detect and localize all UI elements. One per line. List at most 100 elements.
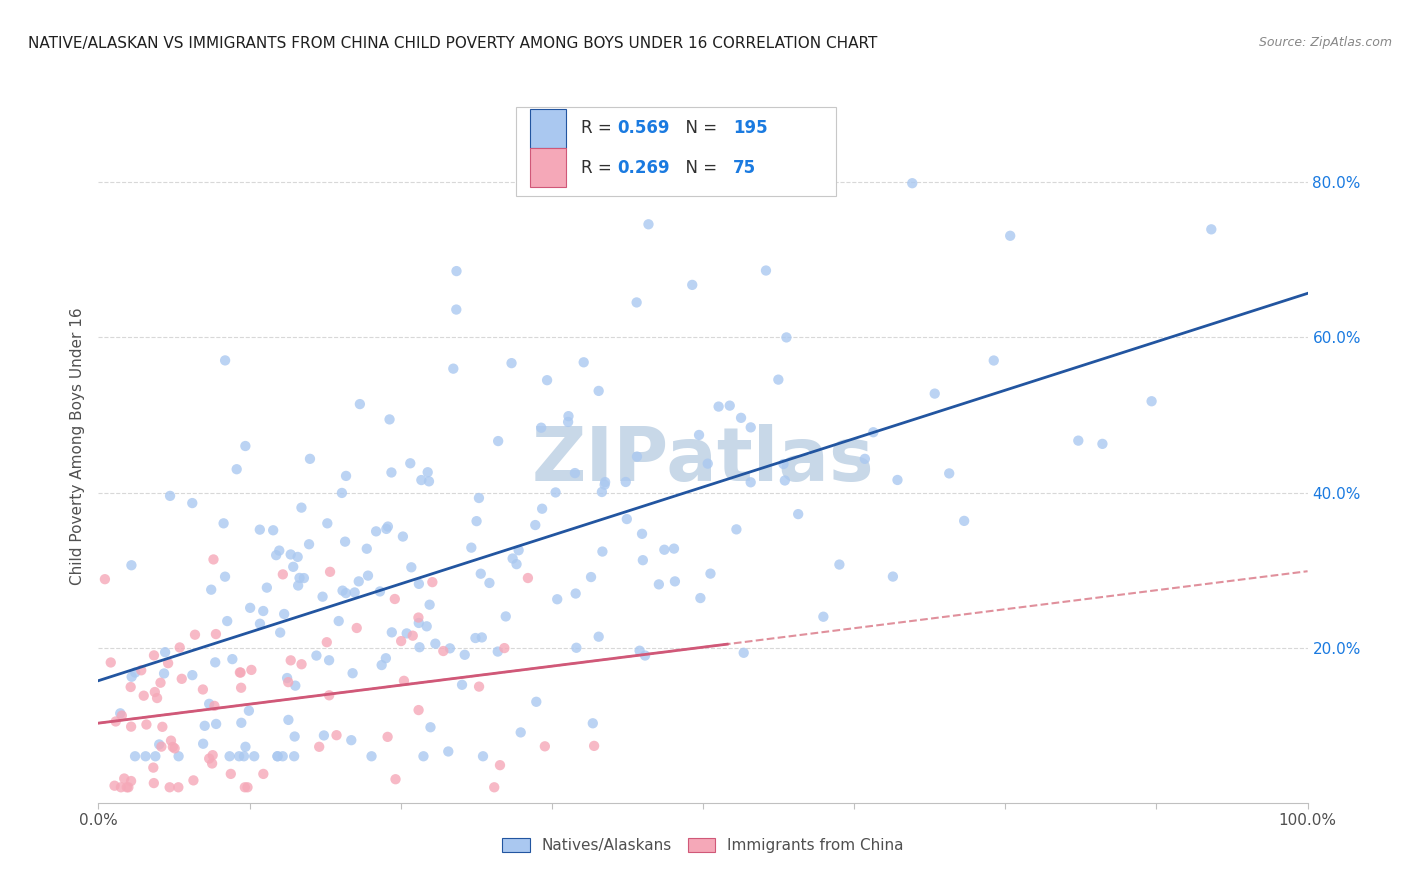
Point [229, 681, 252, 695]
Point [159, 489, 181, 503]
Point [501, 356, 523, 370]
Point [104, 714, 127, 729]
Text: R =: R = [581, 159, 617, 177]
Point [593, 477, 616, 491]
Point [112, 772, 135, 786]
Point [218, 749, 240, 764]
Point [412, 749, 434, 764]
Point [375, 522, 398, 536]
Point [249, 523, 271, 537]
FancyBboxPatch shape [516, 107, 837, 196]
Point [124, 665, 146, 680]
Point [460, 541, 482, 555]
Point [333, 534, 356, 549]
Point [315, 635, 337, 649]
Point [228, 749, 250, 764]
Point [277, 675, 299, 690]
Point [631, 553, 654, 567]
Point [1067, 434, 1090, 448]
Point [395, 626, 418, 640]
Point [143, 648, 166, 663]
Point [494, 641, 516, 656]
Point [110, 780, 132, 795]
Point [229, 665, 252, 680]
Point [681, 277, 703, 292]
Point [110, 706, 132, 721]
Point [143, 685, 166, 699]
Point [129, 663, 152, 677]
Point [454, 648, 477, 662]
Point [292, 571, 315, 585]
Point [163, 741, 186, 756]
Point [205, 717, 228, 731]
Point [775, 330, 797, 344]
Point [198, 697, 221, 711]
Point [167, 749, 190, 764]
Point [470, 566, 492, 581]
Point [229, 665, 252, 680]
Text: NATIVE/ALASKAN VS IMMIGRANTS FROM CHINA CHILD POVERTY AMONG BOYS UNDER 16 CORREL: NATIVE/ALASKAN VS IMMIGRANTS FROM CHINA … [28, 36, 877, 51]
Point [787, 507, 810, 521]
Point [422, 575, 444, 590]
Point [384, 592, 406, 607]
Point [408, 610, 430, 624]
Point [464, 631, 486, 645]
Point [318, 653, 340, 667]
Point [408, 577, 430, 591]
Point [236, 780, 259, 795]
Point [626, 450, 648, 464]
Point [153, 666, 176, 681]
Point [239, 600, 262, 615]
Point [583, 739, 606, 753]
Point [524, 695, 547, 709]
Point [755, 263, 778, 277]
Text: 195: 195 [734, 120, 768, 137]
Point [418, 475, 440, 489]
Point [389, 634, 412, 648]
Point [582, 716, 605, 731]
Text: N =: N = [675, 120, 723, 137]
Point [149, 675, 172, 690]
Point [201, 756, 224, 771]
Point [439, 641, 461, 656]
Point [707, 400, 730, 414]
Text: R =: R = [581, 120, 617, 137]
Point [264, 548, 287, 562]
Point [901, 176, 924, 190]
Point [346, 621, 368, 635]
Point [330, 486, 353, 500]
Point [828, 558, 851, 572]
Point [256, 581, 278, 595]
Point [484, 780, 506, 795]
Point [813, 609, 835, 624]
Point [214, 353, 236, 368]
Point [509, 725, 531, 739]
Point [305, 648, 328, 663]
Point [145, 749, 167, 764]
Point [591, 485, 613, 500]
Point [284, 730, 307, 744]
Point [773, 474, 796, 488]
Point [534, 739, 557, 754]
Point [664, 574, 686, 589]
Point [648, 577, 671, 591]
Point [446, 302, 468, 317]
Point [508, 543, 530, 558]
Point [368, 584, 391, 599]
Point [160, 733, 183, 747]
Point [266, 749, 288, 764]
Point [146, 691, 169, 706]
Point [335, 469, 357, 483]
Y-axis label: Child Poverty Among Boys Under 16: Child Poverty Among Boys Under 16 [69, 307, 84, 585]
Point [169, 640, 191, 655]
Point [183, 773, 205, 788]
Point [495, 609, 517, 624]
Point [983, 353, 1005, 368]
Point [718, 399, 741, 413]
Point [319, 565, 342, 579]
Point [471, 631, 494, 645]
Point [111, 708, 134, 723]
Point [768, 373, 790, 387]
Point [384, 772, 406, 787]
Point [451, 678, 474, 692]
